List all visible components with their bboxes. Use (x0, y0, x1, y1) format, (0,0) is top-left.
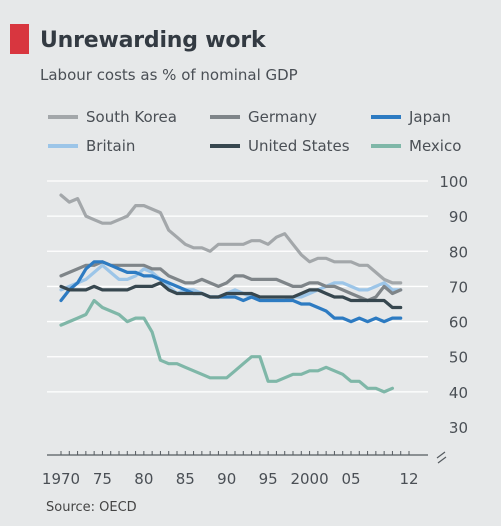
x-tick-label-85: 85 (176, 470, 195, 488)
legend: South Korea Germany Japan Britain United Sta… (48, 108, 461, 155)
series-line-united-states (59, 281, 403, 310)
x-tick-label-12: 12 (399, 470, 418, 488)
x-tick-label-1970: 1970 (42, 470, 80, 488)
source-note: Source: OECD (46, 500, 137, 515)
legend-label-britain: Britain (86, 137, 135, 155)
gridlines (47, 180, 428, 393)
legend-label-japan: Japan (408, 108, 451, 126)
y-tick-label-40: 40 (449, 384, 468, 402)
y-tick-label-80: 80 (449, 243, 468, 261)
axis-break-icon (436, 451, 447, 464)
series-line-britain (59, 263, 403, 303)
y-tick-label-30: 30 (449, 419, 468, 437)
x-axis (47, 451, 447, 464)
legend-label-germany: Germany (248, 108, 317, 126)
x-tick-label-90: 90 (217, 470, 236, 488)
y-tick-label-70: 70 (449, 278, 468, 296)
chart-subtitle: Labour costs as % of nominal GDP (40, 66, 298, 84)
y-tick-label-50: 50 (449, 349, 468, 367)
legend-label-south-korea: South Korea (86, 108, 177, 126)
legend-label-mexico: Mexico (409, 137, 461, 155)
series-line-germany (59, 260, 403, 303)
x-tick-label-95: 95 (259, 470, 278, 488)
y-axis-tick-labels: 30 40 50 60 70 80 90 100 (439, 173, 468, 437)
chart-title: Unrewarding work (40, 28, 266, 53)
x-tick-label-05: 05 (341, 470, 360, 488)
y-tick-label-60: 60 (449, 314, 468, 332)
series-line-south-korea (59, 193, 403, 285)
x-tick-label-2000: 2000 (290, 470, 328, 488)
x-tick-label-80: 80 (134, 470, 153, 488)
legend-label-united-states: United States (248, 137, 350, 155)
series-line-mexico (59, 298, 394, 394)
red-accent-tag (10, 24, 29, 54)
series-line-japan (59, 260, 403, 324)
series-lines (59, 193, 403, 394)
x-axis-tick-labels: 1970 75 80 85 90 95 2000 05 12 (42, 470, 419, 488)
y-tick-label-90: 90 (449, 208, 468, 226)
x-tick-label-75: 75 (93, 470, 112, 488)
y-tick-label-100: 100 (439, 173, 468, 191)
